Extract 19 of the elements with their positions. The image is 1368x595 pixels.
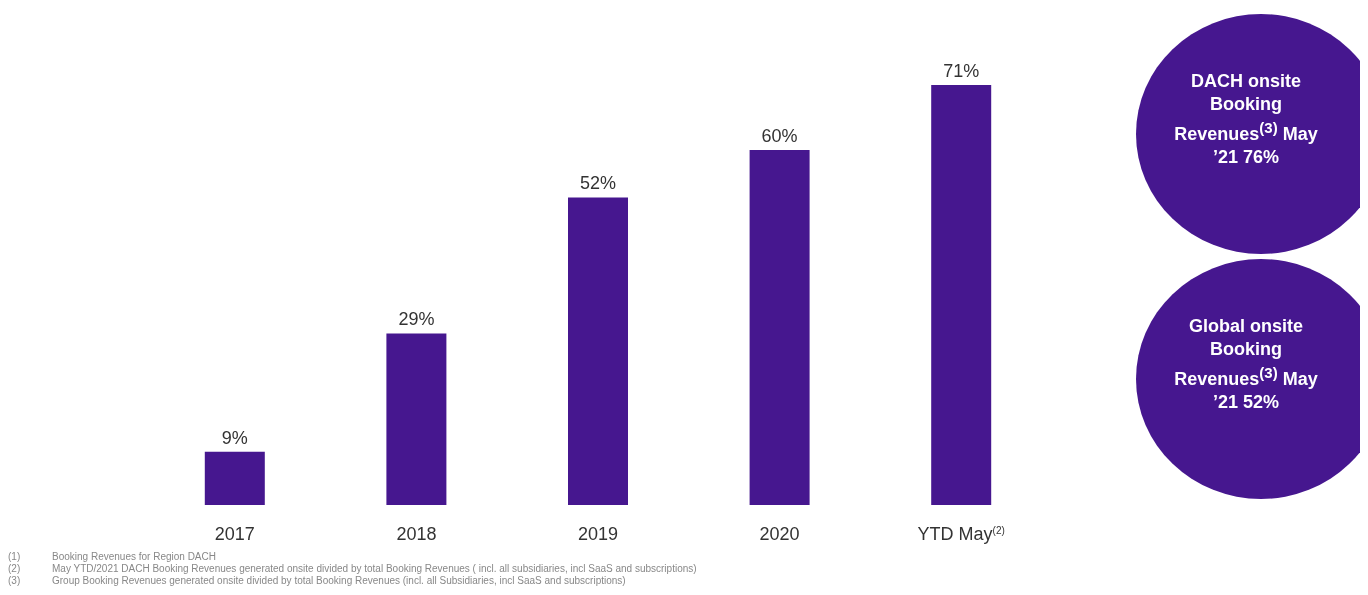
bar bbox=[568, 197, 628, 505]
x-tick-label: 2017 bbox=[214, 524, 255, 544]
data-label: 60% bbox=[761, 126, 798, 147]
data-label: 71% bbox=[943, 61, 980, 81]
data-label: 52% bbox=[579, 173, 617, 194]
text: (2) May YTD/2021 DACH Booking Revenues generated onsite divided by total Booking Revenues ( incl. all subsidiaries, incl SaaS and subscriptions) bbox=[8, 563, 697, 574]
x-tick-label: 2018 bbox=[396, 524, 437, 544]
text: (1) Booking Revenues for Region DACH bbox=[8, 551, 216, 562]
x-tick-label: 2020 bbox=[759, 524, 800, 544]
bar bbox=[749, 150, 810, 505]
bar bbox=[931, 85, 992, 505]
bar bbox=[386, 333, 447, 505]
text: Global onsite Booking Revenues$^{(3)}$ May ’21 52% bbox=[1173, 315, 1319, 414]
text: (3) Group Booking Revenues generated onsite divided by total Booking Revenues (incl. all Subsidiaries, incl SaaS and subscriptions) bbox=[8, 575, 626, 586]
text: DACH onsite Booking Revenues$^{(3)}$ May ’21 76% bbox=[1173, 70, 1319, 169]
bar bbox=[204, 451, 265, 505]
data-label: 29% bbox=[398, 309, 435, 330]
data-label: 9% bbox=[221, 427, 248, 448]
x-tick-label: 2019 bbox=[577, 524, 619, 544]
